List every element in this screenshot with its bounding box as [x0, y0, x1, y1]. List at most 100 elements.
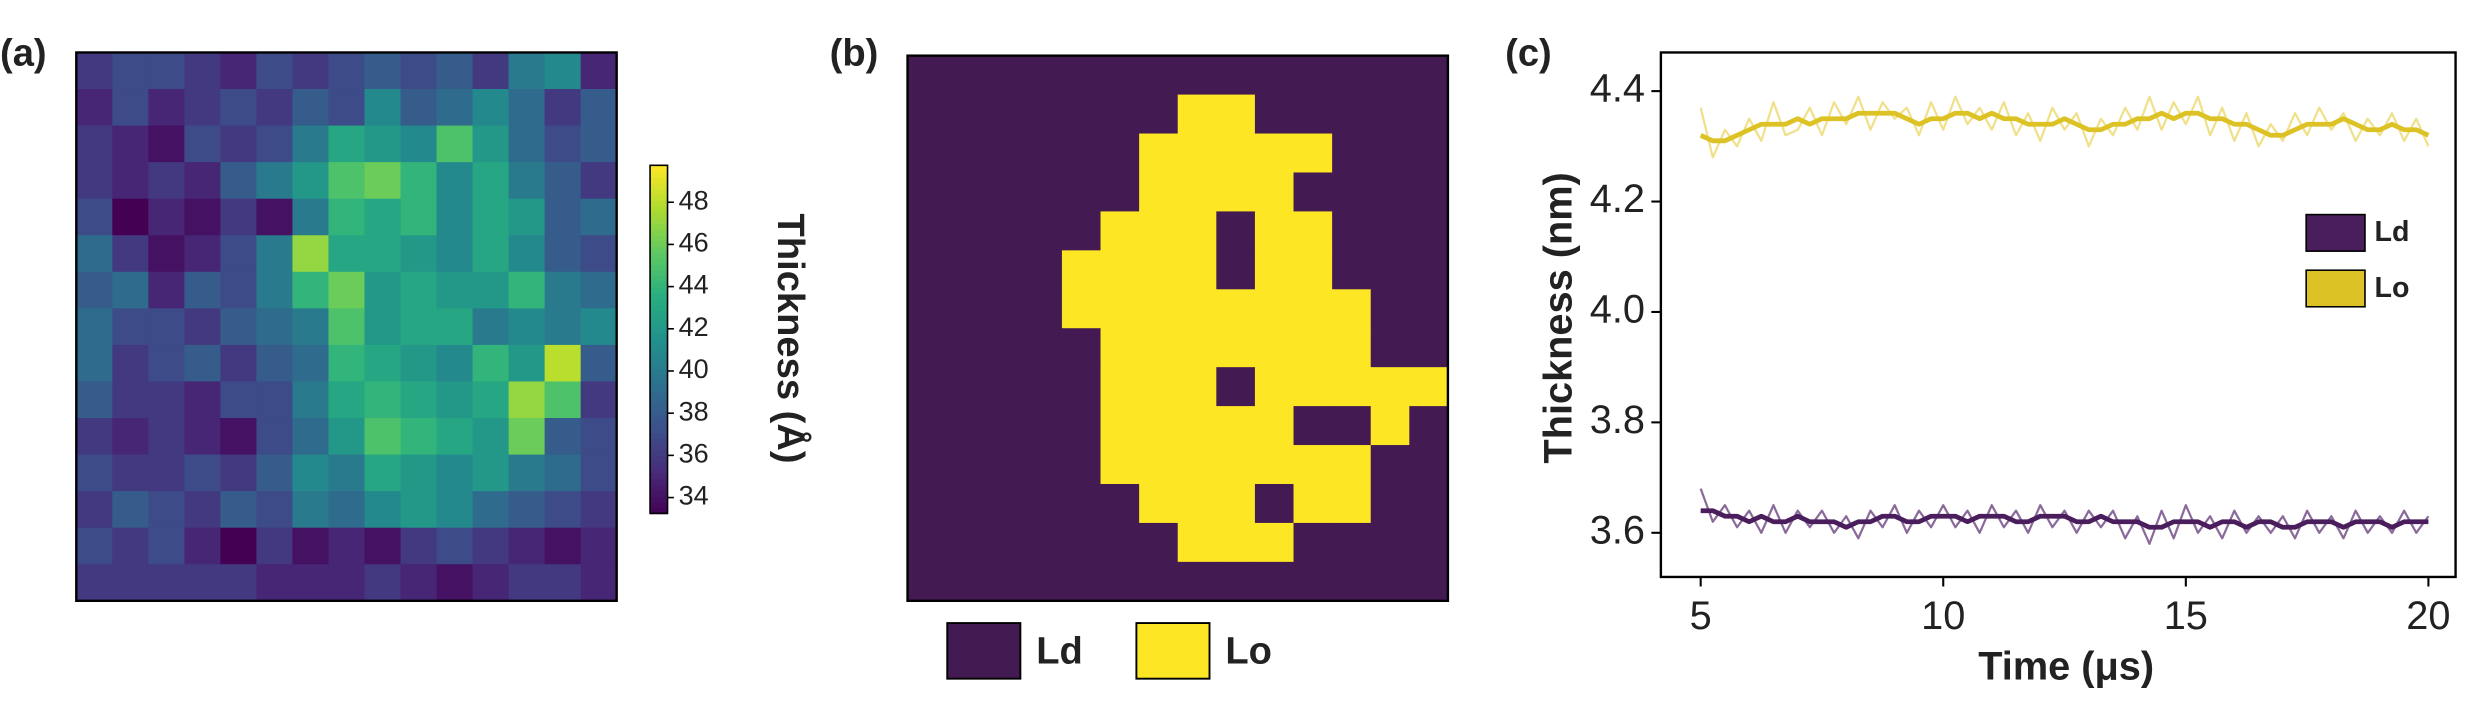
- smoothed-line: [1700, 508, 2429, 530]
- heat-cell: [220, 198, 258, 236]
- phase-cell: [1100, 522, 1140, 563]
- colorbar-segment: [650, 397, 668, 404]
- phase-cell: [1409, 133, 1449, 174]
- heat-cell: [400, 162, 438, 200]
- phase-cell: [1139, 328, 1179, 368]
- phase-cell: [946, 289, 986, 329]
- phase-cell: [1139, 406, 1179, 446]
- phase-cell: [1139, 522, 1179, 563]
- heat-cell: [364, 344, 402, 383]
- colorbar-segment: [650, 263, 668, 271]
- colorbar-segment: [650, 217, 668, 225]
- colorbar-segment: [650, 194, 668, 201]
- heat-cell: [112, 527, 149, 565]
- heatmap-frame: [75, 51, 618, 602]
- colorbar-segment: [650, 414, 668, 422]
- heat-cell: [292, 235, 330, 273]
- heat-cell: [472, 89, 510, 127]
- colorbar-segment: [650, 292, 668, 300]
- colorbar-segment: [650, 240, 668, 248]
- heat-cell: [220, 418, 258, 456]
- y-tick-label: 4.2: [1590, 177, 1645, 221]
- phase-frame: [906, 54, 1450, 602]
- phase-cell: [1061, 483, 1102, 524]
- phase-cell: [1177, 522, 1217, 563]
- heat-cell: [76, 89, 113, 127]
- phase-cell: [946, 367, 986, 407]
- heat-cell: [148, 271, 186, 309]
- phase-cell: [1370, 133, 1410, 174]
- colorbar-segment: [650, 391, 668, 399]
- phase-cell: [1061, 406, 1102, 446]
- heat-cell: [292, 564, 330, 602]
- phase-cell: [1332, 55, 1372, 96]
- heat-cell: [292, 89, 330, 127]
- phase-cell: [1061, 289, 1102, 329]
- panel-label: (b): [830, 32, 879, 75]
- heat-cell: [580, 271, 618, 309]
- phase-cell: [1293, 211, 1333, 251]
- heat-cell: [292, 418, 330, 456]
- phase-cell: [1023, 406, 1063, 446]
- heat-cell: [400, 89, 438, 127]
- phase-cell: [1370, 522, 1410, 563]
- phase-cell: [1370, 483, 1410, 524]
- heat-cell: [328, 344, 366, 383]
- heat-cell: [328, 125, 366, 163]
- heat-cell: [148, 381, 186, 419]
- phase-cell: [1409, 561, 1449, 602]
- phase-cell: [984, 211, 1024, 251]
- phase-cell: [1409, 94, 1449, 135]
- colorbar-frame: [649, 164, 669, 515]
- heat-cell: [220, 454, 258, 492]
- phase-cell: [1332, 561, 1372, 602]
- heat-cell: [544, 527, 582, 565]
- colorbar-segment: [650, 420, 668, 428]
- heat-cell: [328, 52, 366, 90]
- phase-cell: [907, 94, 947, 135]
- heat-cell: [220, 89, 258, 127]
- heat-cell: [256, 198, 294, 236]
- heat-cell: [328, 491, 366, 529]
- phase-cell: [1177, 406, 1217, 446]
- heat-cell: [220, 235, 258, 273]
- heat-cell: [580, 89, 618, 127]
- phase-cell: [1177, 561, 1217, 602]
- phase-cell: [1177, 211, 1217, 251]
- heat-cell: [184, 564, 222, 602]
- heat-cell: [184, 381, 222, 419]
- heat-cell: [184, 308, 222, 346]
- phase-cell: [907, 211, 947, 251]
- phase-cell: [1061, 561, 1102, 602]
- phase-cell: [1023, 289, 1063, 329]
- phase-cell: [1332, 250, 1372, 290]
- colorbar-tick-label: 36: [679, 439, 709, 469]
- heat-cell: [328, 418, 366, 456]
- heat-cell: [76, 491, 113, 529]
- colorbar-segment: [650, 287, 668, 294]
- phase-cell: [1409, 483, 1449, 524]
- heat-cell: [508, 491, 546, 529]
- phase-cell: [1177, 133, 1217, 174]
- heat-cell: [76, 454, 113, 492]
- heat-cell: [400, 198, 438, 236]
- axes-frame: [1659, 51, 2457, 579]
- heat-cell: [400, 418, 438, 456]
- phase-cell: [1100, 561, 1140, 602]
- colorbar-segment: [650, 223, 668, 230]
- heat-cell: [364, 271, 402, 309]
- heat-cell: [328, 527, 366, 565]
- phase-cell: [1293, 250, 1333, 290]
- phase-cell: [1370, 211, 1410, 251]
- phase-cell: [1332, 133, 1372, 174]
- colorbar-segment: [650, 321, 668, 329]
- heat-cell: [364, 52, 402, 90]
- heat-cell: [112, 308, 149, 346]
- heat-cell: [112, 235, 149, 273]
- heat-cell: [436, 125, 474, 163]
- heat-cell: [256, 418, 294, 456]
- phase-cell: [1100, 328, 1140, 368]
- phase-cell: [1254, 250, 1295, 290]
- heat-cell: [292, 271, 330, 309]
- heat-cell: [472, 308, 510, 346]
